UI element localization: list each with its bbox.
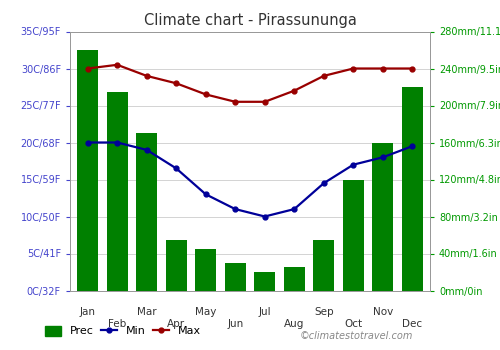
Text: Apr: Apr xyxy=(167,318,186,329)
Bar xyxy=(166,240,186,290)
Bar xyxy=(225,263,246,290)
Bar xyxy=(107,92,128,290)
Text: Oct: Oct xyxy=(344,318,362,329)
Bar xyxy=(284,267,304,290)
Bar xyxy=(196,249,216,290)
Bar xyxy=(136,133,157,290)
Title: Climate chart - Pirassununga: Climate chart - Pirassununga xyxy=(144,13,356,28)
Bar xyxy=(372,142,393,290)
Text: Dec: Dec xyxy=(402,318,422,329)
Bar xyxy=(78,50,98,290)
Text: Jan: Jan xyxy=(80,307,96,317)
Bar xyxy=(402,87,422,290)
Text: Mar: Mar xyxy=(137,307,156,317)
Text: Aug: Aug xyxy=(284,318,304,329)
Bar xyxy=(314,240,334,290)
Text: May: May xyxy=(195,307,216,317)
Text: Nov: Nov xyxy=(372,307,393,317)
Text: Sep: Sep xyxy=(314,307,334,317)
Legend: Prec, Min, Max: Prec, Min, Max xyxy=(40,321,205,341)
Text: ©climatestotravel.com: ©climatestotravel.com xyxy=(300,331,414,341)
Bar xyxy=(343,180,363,290)
Bar xyxy=(254,272,275,290)
Text: Feb: Feb xyxy=(108,318,126,329)
Text: Jul: Jul xyxy=(258,307,271,317)
Text: Jun: Jun xyxy=(227,318,244,329)
